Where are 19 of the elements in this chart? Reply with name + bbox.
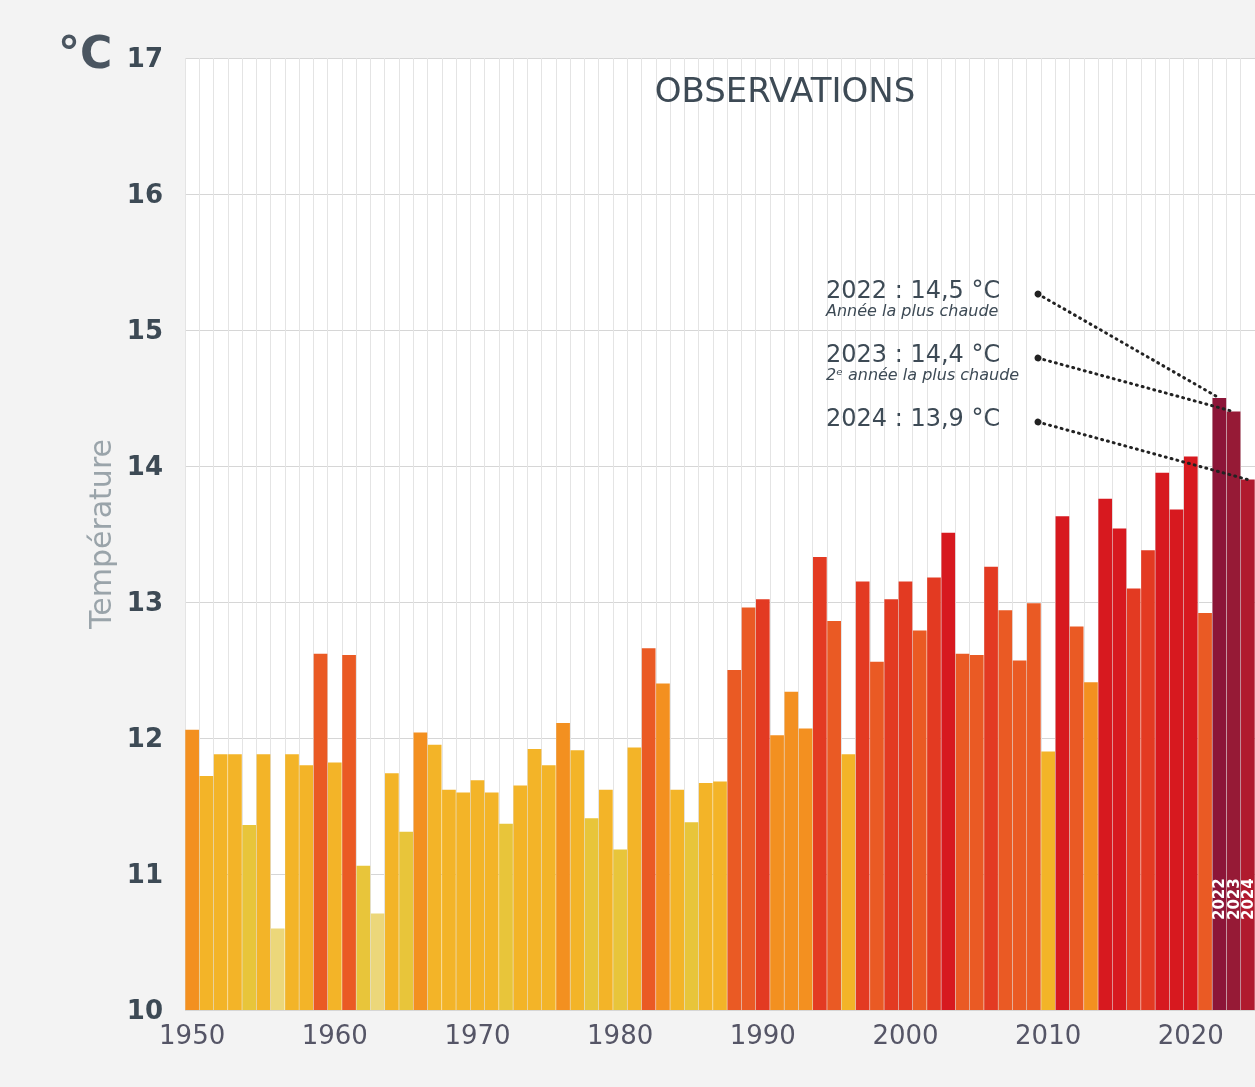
x-tick-label: 2010 — [1015, 1020, 1082, 1050]
y-tick-label: 13 — [126, 587, 163, 617]
y-axis-title: Température — [83, 438, 119, 631]
chart-title: OBSERVATIONS — [654, 70, 916, 110]
y-tick-label: 12 — [126, 723, 163, 753]
y-tick-label: 11 — [126, 859, 163, 889]
annotation: 2024 : 13,9 °C — [826, 404, 1001, 432]
text: °C — [58, 26, 113, 78]
x-tick-label: 2020 — [1157, 1020, 1224, 1050]
x-tick-label: 1980 — [587, 1020, 654, 1050]
x-tick-label: 1960 — [301, 1020, 368, 1050]
y-tick-label: 15 — [126, 315, 163, 345]
x-tick-label: 1990 — [729, 1020, 796, 1050]
y-tick-label: 16 — [126, 179, 163, 209]
y-tick-label: 17 — [126, 43, 163, 73]
x-tick-label: 1970 — [444, 1020, 511, 1050]
y-tick-label: 14 — [126, 451, 163, 481]
x-tick-label: 2000 — [872, 1020, 939, 1050]
x-tick-label: 2024 — [1238, 878, 1255, 920]
